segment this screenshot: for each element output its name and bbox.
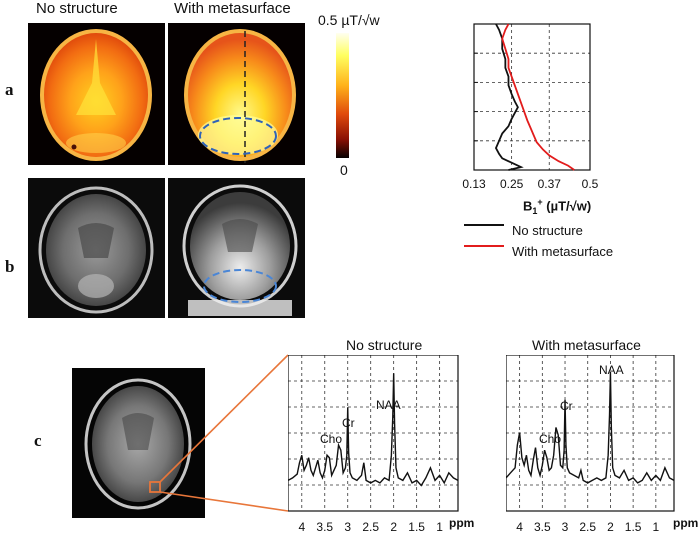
spectrum-left-x-tick-label: 3: [344, 520, 351, 534]
spectrum-right-trace: [506, 372, 675, 484]
mri-roi-ellipse: [203, 269, 277, 303]
spectrum-left-frame: [288, 355, 459, 512]
spectrum-right-x-tick-label: 3: [562, 520, 569, 534]
peak-label-naa-right: NAA: [599, 363, 624, 377]
legend-label-no-structure: No structure: [512, 223, 583, 238]
b1-map-no-structure-image: [40, 29, 152, 161]
spectrum-right-x-tick-label: 2.5: [579, 520, 596, 534]
profile-x-tick-label: 0.13: [462, 177, 486, 191]
mri-voxel-localizer-image: [84, 378, 192, 510]
voxel-marker: [149, 481, 161, 493]
spectrum-left-x-tick-label: 2.5: [362, 520, 379, 534]
spectrum-right-x-tick-label: 2: [607, 520, 614, 534]
spectrum-left-title: No structure: [346, 337, 423, 353]
b1-map-with-metasurface-image: [184, 29, 296, 163]
ppm-label-left: ppm: [449, 516, 475, 530]
b1-profile-chart: 0.13 0.25 0.37 0.5: [462, 23, 599, 191]
zoom-line-bottom: [159, 491, 289, 512]
profile-x-axis-label-main: B: [523, 198, 533, 214]
spectrum-left-chart: 4 3.5 3 2.5 2 1.5 1: [288, 355, 459, 534]
legend-label-with-metasurface: With metasurface: [512, 244, 614, 259]
spectrum-left-trace: [288, 373, 459, 487]
spectrum-right-chart: 4 3.5 3 2.5 2 1.5 1: [506, 355, 675, 534]
profile-x-tick-label: 0.25: [500, 177, 524, 191]
mri-voxel-localizer: [72, 368, 205, 518]
panel-label-b: b: [5, 257, 15, 276]
panel-label-c: c: [34, 431, 42, 450]
profile-x-axis-units: (µT/√w): [546, 198, 592, 214]
colorbar-min-label: 0: [340, 162, 348, 178]
profile-x-axis-label: B1+ (µT/√w): [523, 197, 591, 216]
spectrum-right-x-tick-label: 1.5: [625, 520, 642, 534]
mri-no-structure: [28, 178, 165, 318]
mri-with-metasurface-image: [182, 184, 298, 316]
column-title-with-metasurface: With metasurface: [174, 0, 291, 17]
ppm-label-right: ppm: [673, 516, 699, 530]
spectrum-right-x-tick-label: 3.5: [534, 520, 551, 534]
profile-line-with-metasurface: [501, 23, 575, 171]
profile-line-no-structure: [494, 23, 524, 171]
spectrum-right-title: With metasurface: [532, 337, 641, 353]
spectrum-left-x-tick-label: 1: [436, 520, 443, 534]
profile-x-axis-label-sup: +: [537, 197, 543, 207]
column-title-no-structure: No structure: [36, 0, 118, 17]
spectrum-left-x-tick-label: 4: [298, 520, 305, 534]
b1-map-no-structure: [28, 23, 165, 165]
roi-ellipse: [199, 117, 277, 155]
colorbar-max-label: 0.5 µT/√w: [318, 12, 380, 28]
profile-x-axis-label-sub: 1: [532, 205, 538, 216]
legend-swatch-with-metasurface: [464, 245, 504, 247]
spectrum-right-x-tick-label: 4: [516, 520, 523, 534]
peak-label-naa-left: NAA: [376, 398, 401, 412]
mri-no-structure-image: [38, 186, 154, 314]
panel-label-a: a: [5, 80, 14, 99]
spectrum-left-x-tick-label: 1.5: [408, 520, 425, 534]
b1-map-with-metasurface: [168, 23, 305, 165]
spectrum-right-x-tick-label: 1: [652, 520, 659, 534]
peak-label-cho-left: Cho: [320, 432, 343, 446]
profile-x-tick-label: 0.37: [538, 177, 562, 191]
peak-label-cr-right: Cr: [560, 399, 573, 413]
spectrum-right-frame: [506, 355, 675, 512]
peak-label-cr-left: Cr: [342, 416, 355, 430]
mri-with-metasurface: [168, 178, 305, 318]
profile-plot-frame: [473, 23, 591, 171]
profile-x-tick-label: 0.5: [582, 177, 599, 191]
legend-swatch-no-structure: [464, 224, 504, 226]
colorbar: [336, 33, 349, 158]
zoom-line-top: [159, 354, 289, 483]
peak-label-cho-right: Cho: [539, 432, 562, 446]
spectrum-left-x-tick-label: 2: [390, 520, 397, 534]
spectrum-left-x-tick-label: 3.5: [316, 520, 333, 534]
